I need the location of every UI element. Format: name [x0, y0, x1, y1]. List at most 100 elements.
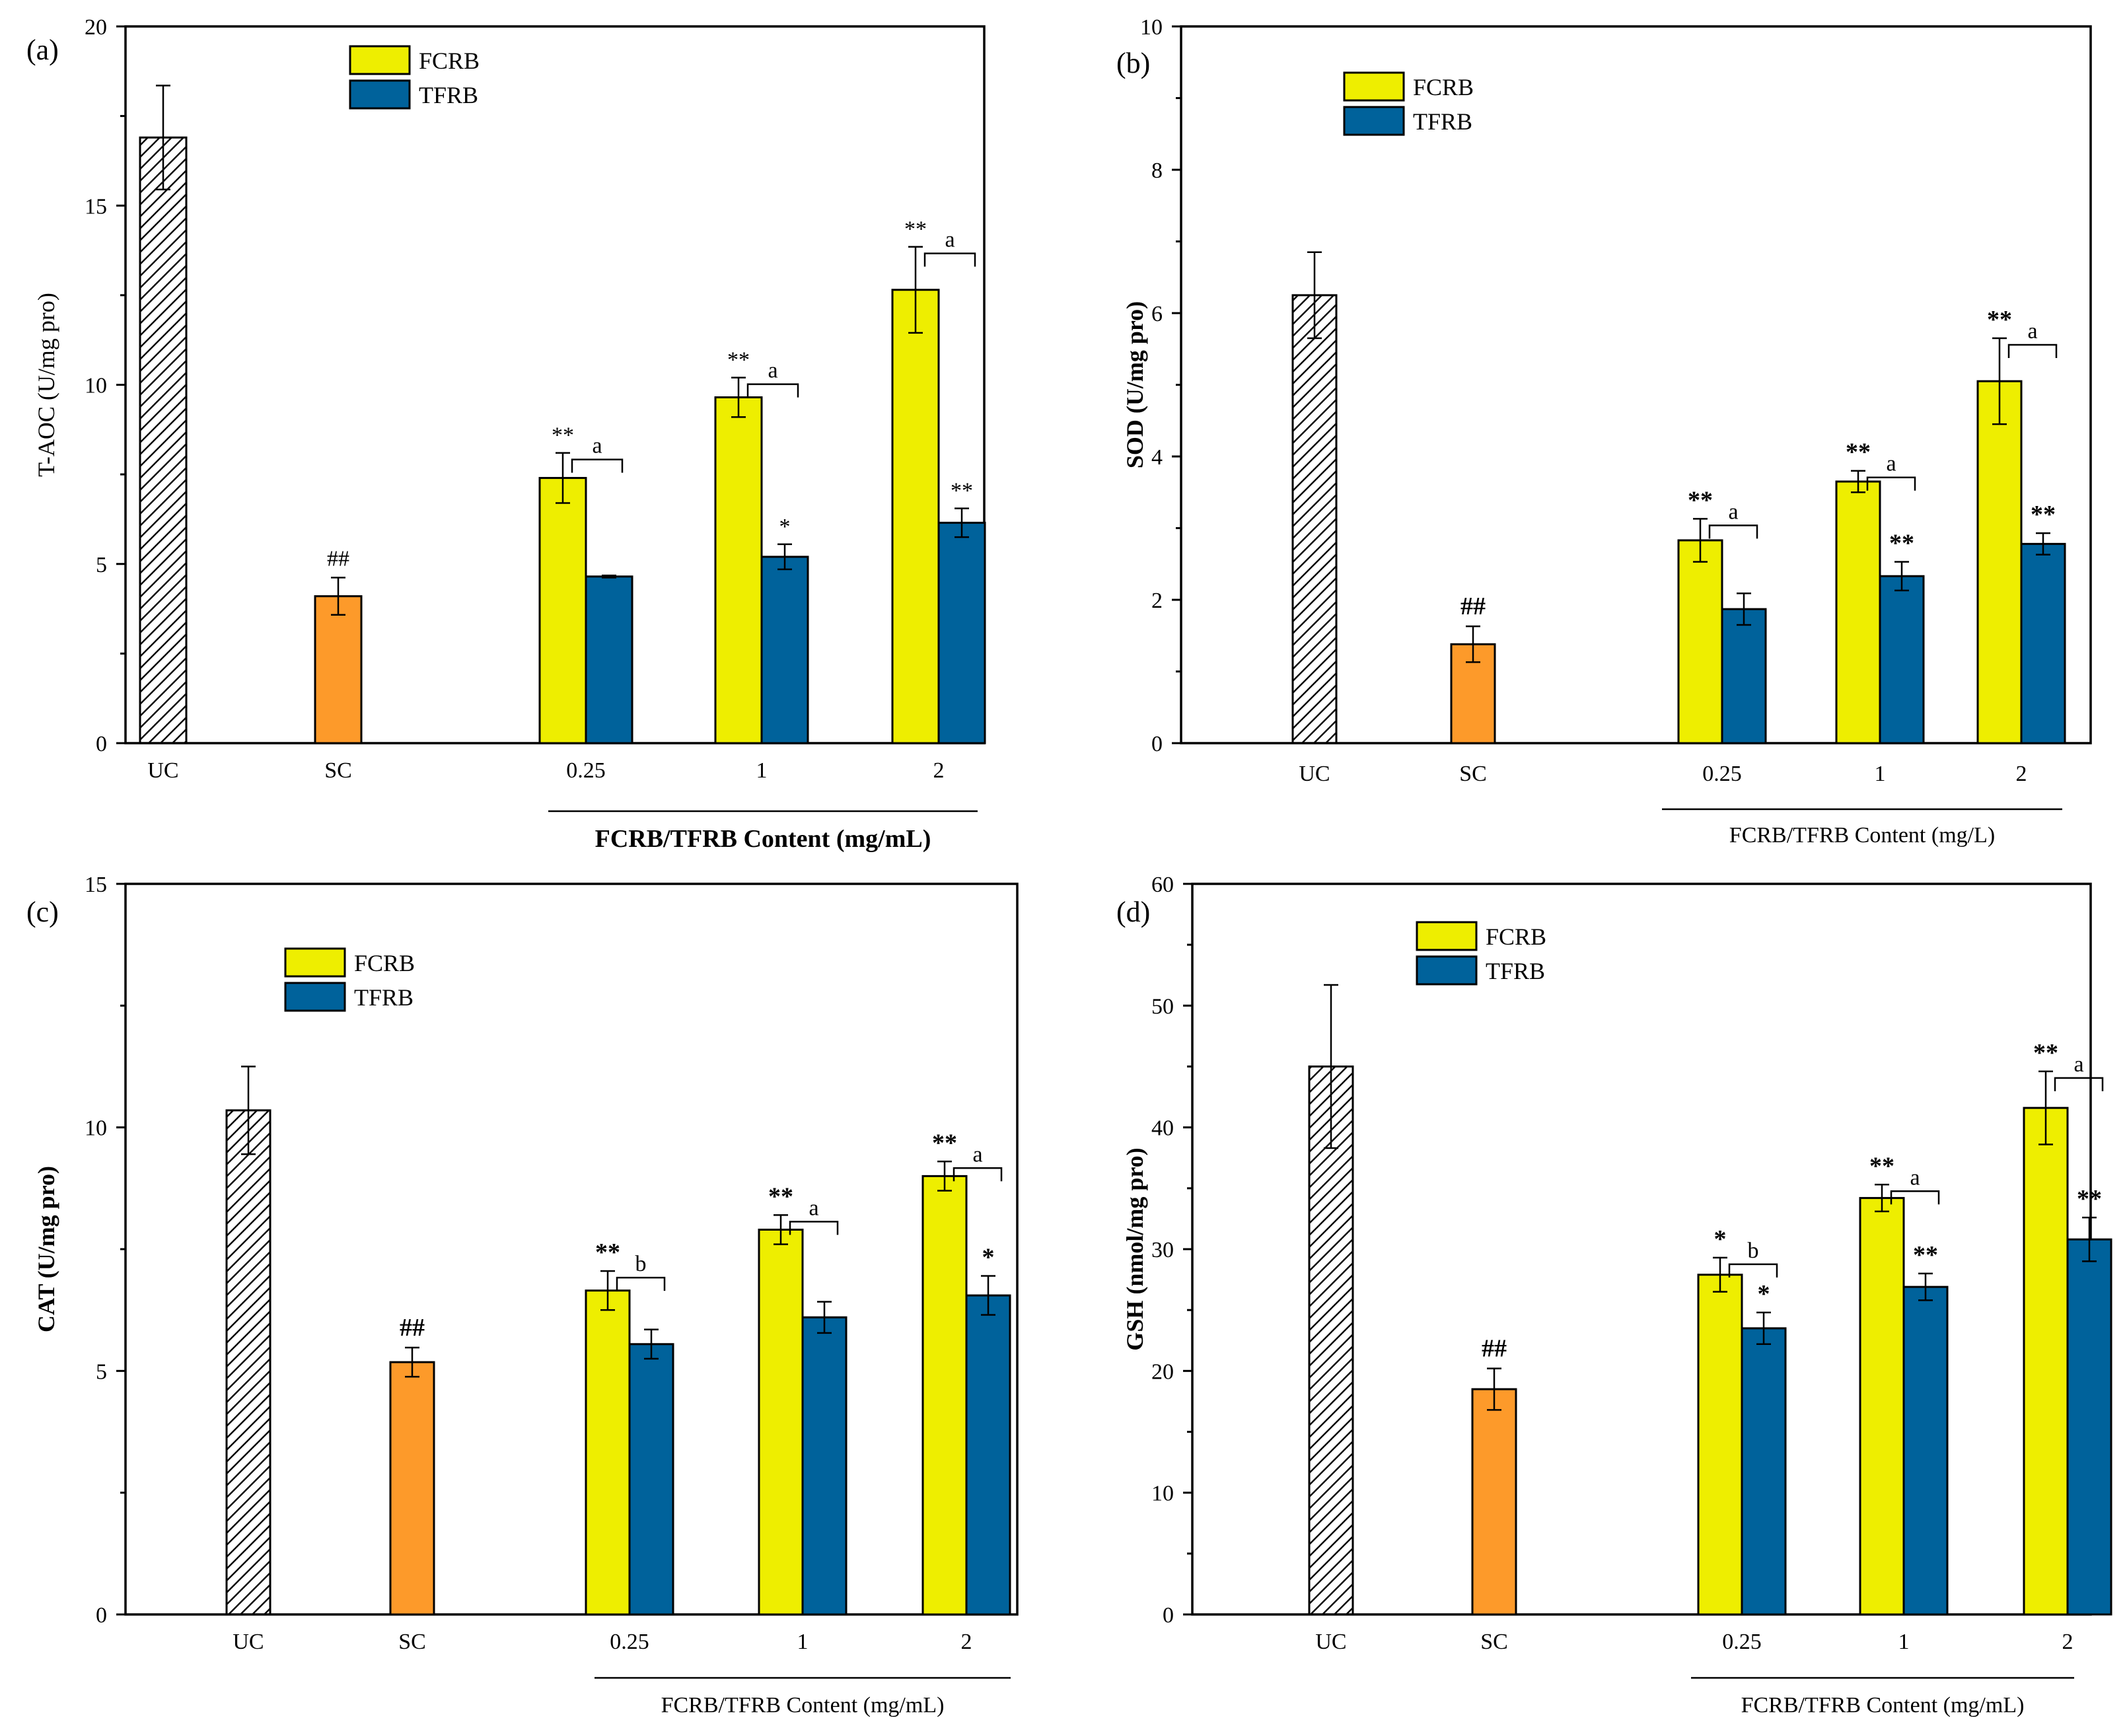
y-tick-label: 15: [85, 194, 107, 219]
tfrb-significance: **: [951, 479, 973, 503]
pair-bracket: [616, 1276, 666, 1291]
bar-uc: [1291, 294, 1338, 744]
chart-panel-3: 0 5 10 15 (c) CAT (U/mg pro) UC ## SC ** b 0.25 ** a 1…: [26, 873, 1019, 1718]
y-tick-label: 0: [1151, 732, 1163, 756]
x-tick-label: UC: [147, 758, 178, 783]
bar-sc: [1471, 1388, 1517, 1616]
bar-tfrb: [2020, 542, 2066, 744]
y-tick-label: 10: [85, 374, 107, 398]
bar-tfrb: [628, 1343, 674, 1616]
y-tick-label: 10: [1151, 1482, 1174, 1506]
bar-tfrb: [1902, 1285, 1949, 1616]
bar-tfrb: [585, 575, 633, 744]
x-tick-label: 2: [2062, 1630, 2073, 1654]
x-tick-label: 0.25: [1702, 762, 1742, 786]
y-axis-label: GSH (nmol/mg pro): [1122, 1147, 1148, 1350]
pair-significance: a: [972, 1142, 982, 1167]
x-axis-label: FCRB/TFRB Content (mg/mL): [661, 1693, 945, 1718]
y-tick-label: 20: [1151, 1359, 1174, 1384]
x-tick-label: UC: [1315, 1630, 1346, 1654]
bar-fcrb: [921, 1175, 968, 1616]
bar-fcrb: [1835, 480, 1881, 744]
sc-significance: ##: [1460, 593, 1486, 620]
y-tick-label: 40: [1151, 1116, 1174, 1141]
y-tick-label: 50: [1151, 994, 1174, 1019]
bar-tfrb: [1879, 575, 1925, 744]
fcrb-significance: **: [1846, 439, 1871, 466]
x-tick-label: UC: [233, 1630, 264, 1654]
x-tick-label: UC: [1299, 762, 1330, 786]
legend-swatch-tfrb: [349, 79, 411, 110]
pair-bracket: [789, 1221, 839, 1235]
legend-label-tfrb: TFRB: [1413, 108, 1472, 135]
fcrb-significance: *: [1714, 1225, 1727, 1253]
y-tick-label: 10: [1140, 15, 1163, 40]
y-tick-label: 6: [1151, 302, 1163, 326]
x-tick-label: 1: [797, 1630, 809, 1654]
sc-significance: ##: [1482, 1335, 1507, 1363]
y-tick-label: 4: [1151, 445, 1163, 470]
pair-significance: a: [2073, 1052, 2083, 1077]
x-axis-label: FCRB/TFRB Content (mg/mL): [595, 825, 931, 853]
legend-label-tfrb: TFRB: [419, 82, 478, 108]
pair-bracket: [923, 252, 976, 267]
panel-label: (b): [1116, 47, 1150, 79]
fcrb-significance: **: [1688, 486, 1713, 514]
y-tick-label: 0: [96, 732, 107, 756]
pair-bracket: [2007, 344, 2058, 358]
pair-bracket: [1728, 1263, 1778, 1278]
tfrb-significance: **: [2077, 1185, 2102, 1213]
x-tick-label: SC: [324, 758, 352, 783]
legend-swatch-tfrb: [284, 982, 346, 1012]
x-tick-label: 1: [1875, 762, 1886, 786]
pair-significance: b: [1748, 1239, 1759, 1263]
y-axis-label: CAT (U/mg pro): [33, 1166, 59, 1332]
bar-fcrb: [2023, 1106, 2069, 1616]
x-tick-label: 1: [756, 758, 768, 783]
fcrb-significance: **: [1869, 1152, 1894, 1180]
y-tick-label: 8: [1151, 159, 1163, 183]
tfrb-significance: **: [2031, 501, 2056, 528]
bar-fcrb: [1677, 539, 1723, 744]
sc-significance: ##: [327, 546, 349, 571]
pair-bracket: [571, 458, 624, 473]
x-tick-label: SC: [1459, 762, 1487, 786]
pair-bracket: [746, 383, 799, 398]
legend-label-fcrb: FCRB: [419, 48, 480, 74]
y-tick-label: 5: [96, 1359, 107, 1384]
bar-uc: [139, 136, 188, 744]
pair-bracket: [1708, 524, 1758, 539]
pair-significance: a: [809, 1196, 818, 1220]
tfrb-significance: **: [1913, 1241, 1938, 1269]
pair-significance: a: [1728, 499, 1738, 524]
y-tick-label: 10: [85, 1116, 107, 1141]
bar-fcrb: [1976, 380, 2023, 744]
fcrb-significance: **: [932, 1129, 957, 1157]
pair-bracket: [2054, 1077, 2104, 1091]
pair-significance: a: [945, 228, 955, 252]
y-axis-label: SOD (U/mg pro): [1122, 301, 1148, 468]
bar-tfrb: [965, 1294, 1011, 1616]
legend-swatch-fcrb: [284, 947, 346, 978]
bar-sc: [389, 1361, 435, 1616]
bar-tfrb: [937, 521, 986, 744]
bar-fcrb: [891, 289, 940, 744]
bar-fcrb: [1697, 1274, 1743, 1616]
bar-tfrb: [801, 1316, 847, 1616]
x-tick-label: SC: [398, 1630, 426, 1654]
bar-tfrb: [1721, 608, 1767, 744]
fcrb-significance: **: [1987, 306, 2012, 334]
x-tick-label: 2: [2016, 762, 2027, 786]
pair-bracket: [953, 1167, 1003, 1182]
y-tick-label: 0: [1163, 1603, 1174, 1628]
bar-tfrb: [760, 556, 809, 744]
fcrb-significance: **: [904, 217, 927, 242]
y-tick-label: 30: [1151, 1238, 1174, 1262]
legend-swatch-tfrb: [1416, 955, 1478, 986]
bar-fcrb: [585, 1289, 631, 1616]
pair-significance: a: [2027, 319, 2037, 344]
bar-fcrb: [1859, 1197, 1905, 1616]
bar-tfrb: [1741, 1327, 1787, 1616]
x-axis-label: FCRB/TFRB Content (mg/L): [1729, 823, 1995, 848]
tfrb-significance: *: [779, 515, 791, 539]
